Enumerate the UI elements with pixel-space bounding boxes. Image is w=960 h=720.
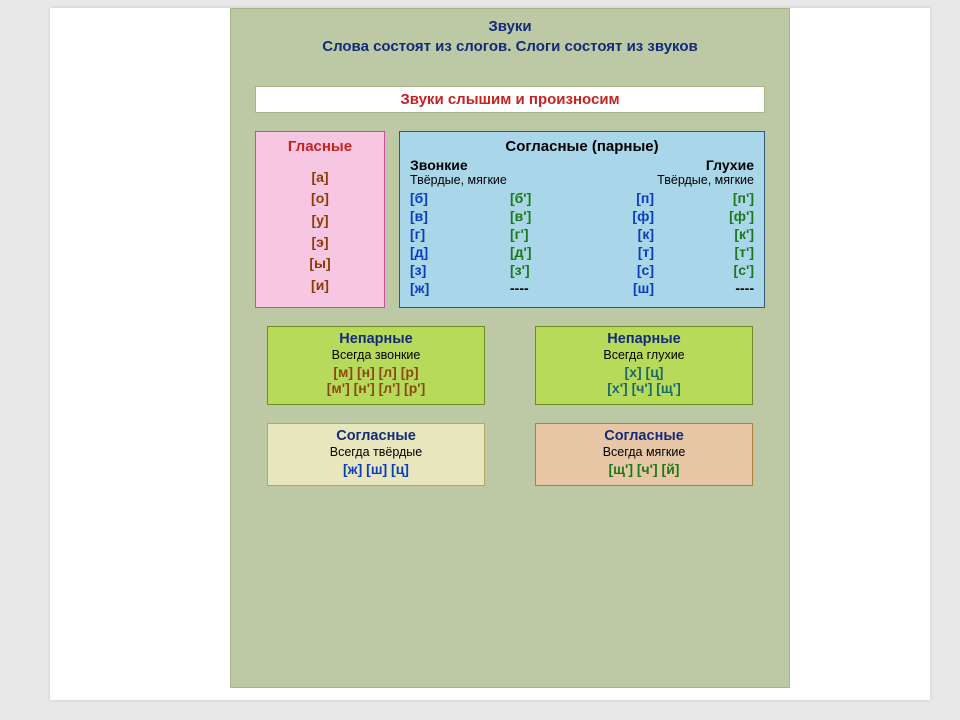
unpaired-voiceless-box: Непарные Всегда глухие [х] [ц] [х'] [ч']…	[535, 326, 753, 405]
unpaired-voiced-line2: [м'] [н'] [л'] [р']	[274, 380, 478, 396]
consonant-cell: ----	[668, 280, 754, 296]
consonants-box: Согласные (парные) Звонкие Твёрдые, мягк…	[399, 131, 765, 308]
consonant-cell: [г']	[496, 226, 582, 242]
vowels-title: Гласные	[260, 138, 380, 155]
unpaired-voiced-line1: [м] [н] [л] [р]	[274, 364, 478, 380]
consonant-cell: ----	[496, 280, 582, 296]
consonant-cell: [т']	[668, 244, 754, 260]
always-soft-box: Согласные Всегда мягкие [щ'] [ч'] [й]	[535, 423, 753, 486]
vowel-item: [и]	[260, 275, 380, 297]
consonant-cell: [з']	[496, 262, 582, 278]
consonant-cell: [б']	[496, 190, 582, 206]
consonant-cell: [п]	[582, 190, 668, 206]
consonant-cell: [в']	[496, 208, 582, 224]
consonant-cell: [ж]	[410, 280, 496, 296]
consonant-cell: [ф']	[668, 208, 754, 224]
row-hardness: Согласные Всегда твёрдые [ж] [ш] [ц] Сог…	[243, 405, 777, 486]
consonant-cell: [п']	[668, 190, 754, 206]
unpaired-voiceless-title: Непарные	[542, 331, 746, 347]
consonant-cell: [ш]	[582, 280, 668, 296]
vowel-item: [э]	[260, 232, 380, 254]
unpaired-voiced-sub: Всегда звонкие	[274, 348, 478, 362]
consonant-cell: [т]	[582, 244, 668, 260]
consonant-cell: [г]	[410, 226, 496, 242]
consonant-cell: [б]	[410, 190, 496, 206]
vowel-item: [о]	[260, 188, 380, 210]
consonants-grid: [б][б'][п][п'] [в][в'][ф][ф'] [г][г'][к][к…	[410, 190, 754, 296]
unpaired-voiced-title: Непарные	[274, 331, 478, 347]
row-unpaired: Непарные Всегда звонкие [м] [н] [л] [р] …	[243, 308, 777, 405]
consonant-cell: [в]	[410, 208, 496, 224]
header-voiceless: Глухие	[582, 157, 754, 173]
sheet: Звуки Слова состоят из слогов. Слоги сос…	[50, 8, 930, 700]
consonant-cell: [с']	[668, 262, 754, 278]
vowel-item: [а]	[260, 167, 380, 189]
consonant-cell: [с]	[582, 262, 668, 278]
unpaired-voiced-box: Непарные Всегда звонкие [м] [н] [л] [р] …	[267, 326, 485, 405]
consonants-headers: Звонкие Твёрдые, мягкие Глухие Твёрдые, …	[410, 157, 754, 190]
vowels-list: [а] [о] [у] [э] [ы] [и]	[260, 167, 380, 297]
always-soft-line: [щ'] [ч'] [й]	[542, 461, 746, 477]
always-soft-sub: Всегда мягкие	[542, 445, 746, 459]
consonants-title: Согласные (парные)	[410, 138, 754, 155]
vowels-box: Гласные [а] [о] [у] [э] [ы] [и]	[255, 131, 385, 308]
unpaired-voiceless-line2: [х'] [ч'] [щ']	[542, 380, 746, 396]
subtitle-bar: Звуки слышим и произносим	[255, 86, 765, 113]
title-line-1: Звуки	[243, 17, 777, 37]
always-hard-line: [ж] [ш] [ц]	[274, 461, 478, 477]
page-title: Звуки Слова состоят из слогов. Слоги сос…	[243, 17, 777, 58]
consonant-cell: [ф]	[582, 208, 668, 224]
unpaired-voiceless-sub: Всегда глухие	[542, 348, 746, 362]
header-voiced: Звонкие	[410, 157, 582, 173]
subheader-left: Твёрдые, мягкие	[410, 173, 582, 187]
always-hard-sub: Всегда твёрдые	[274, 445, 478, 459]
vowel-item: [ы]	[260, 253, 380, 275]
consonant-cell: [д']	[496, 244, 582, 260]
always-hard-box: Согласные Всегда твёрдые [ж] [ш] [ц]	[267, 423, 485, 486]
title-line-2: Слова состоят из слогов. Слоги состоят и…	[243, 37, 777, 57]
always-hard-title: Согласные	[274, 428, 478, 444]
main-panel: Звуки Слова состоят из слогов. Слоги сос…	[230, 8, 790, 688]
consonant-cell: [к]	[582, 226, 668, 242]
consonant-cell: [к']	[668, 226, 754, 242]
vowel-item: [у]	[260, 210, 380, 232]
consonant-cell: [з]	[410, 262, 496, 278]
always-soft-title: Согласные	[542, 428, 746, 444]
unpaired-voiceless-line1: [х] [ц]	[542, 364, 746, 380]
consonant-cell: [д]	[410, 244, 496, 260]
subheader-right: Твёрдые, мягкие	[582, 173, 754, 187]
row-main: Гласные [а] [о] [у] [э] [ы] [и] Согласны…	[243, 131, 777, 308]
